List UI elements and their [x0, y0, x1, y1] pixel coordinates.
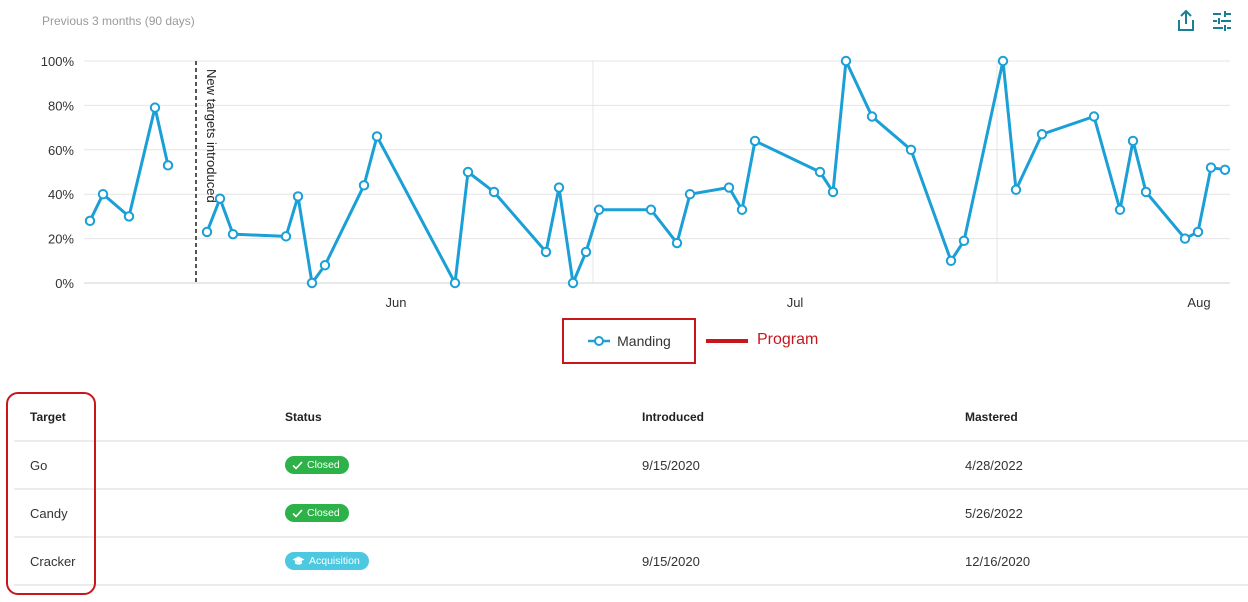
share-button[interactable]: [1174, 8, 1198, 34]
header-status[interactable]: Status: [285, 410, 322, 424]
table-row[interactable]: Cracker Acquisition 9/15/2020 12/16/2020: [14, 538, 1248, 586]
data-point: [319, 260, 331, 271]
legend-item-manding[interactable]: Manding: [562, 318, 696, 364]
callout-line: [706, 339, 748, 343]
data-point: [945, 255, 957, 266]
data-point: [1010, 184, 1022, 195]
cell-mastered: 4/28/2022: [965, 457, 1023, 473]
data-point: [358, 180, 370, 191]
line-chart: 0% 20% 40% 60% 80% 100% Jun Jul Aug New targets i…: [41, 54, 1231, 310]
y-tick-label: 0%: [55, 276, 74, 291]
check-icon: [292, 508, 303, 518]
x-tick-label: Jul: [787, 295, 804, 310]
data-point: [958, 235, 970, 247]
check-icon: [292, 460, 303, 470]
annotation-label: New targets introduced: [204, 69, 219, 203]
data-point: [97, 189, 109, 200]
cell-introduced: 9/15/2020: [642, 457, 700, 473]
chart-toolbar: [1174, 8, 1234, 34]
cell-mastered: 5/26/2022: [965, 505, 1023, 521]
data-point: [488, 186, 500, 198]
data-point: [1127, 135, 1139, 147]
data-point: [671, 237, 683, 249]
data-point: [593, 204, 605, 215]
data-point: [449, 277, 461, 289]
status-badge: Closed: [285, 456, 349, 474]
graduation-cap-icon: [292, 556, 305, 565]
data-point: [1179, 233, 1191, 244]
cell-mastered: 12/16/2020: [965, 553, 1031, 569]
table-row[interactable]: Candy Closed 5/26/2022: [14, 490, 1248, 538]
status-label: Acquisition: [309, 555, 360, 567]
data-point: [997, 55, 1009, 67]
sliders-icon: [1213, 11, 1231, 31]
data-point: [1192, 226, 1204, 238]
status-badge: Closed: [285, 504, 349, 522]
x-tick-label: Jun: [386, 295, 407, 310]
data-point: [553, 182, 565, 193]
data-point: [162, 160, 174, 171]
status-label: Closed: [307, 459, 340, 471]
data-point: [1140, 186, 1152, 198]
cell-introduced: 9/15/2020: [642, 553, 700, 569]
data-point: [292, 191, 304, 202]
y-tick-label: 20%: [48, 232, 74, 247]
cell-target: Cracker: [30, 553, 76, 569]
series-line-manding: [205, 59, 1226, 285]
data-point: [866, 111, 878, 122]
table-row[interactable]: Go Closed 9/15/2020 4/28/2022: [14, 442, 1248, 490]
cell-target: Go: [30, 457, 48, 473]
x-tick-label: Aug: [1187, 295, 1210, 310]
targets-table: Target Status Introduced Mastered Go Clo…: [14, 394, 1248, 586]
legend-line-marker-icon: [588, 336, 611, 346]
legend-label: Manding: [617, 333, 671, 349]
y-tick-label: 80%: [48, 98, 74, 113]
status-label: Closed: [307, 507, 340, 519]
data-point: [1088, 111, 1100, 122]
data-point: [1205, 162, 1217, 173]
status-badge: Acquisition: [285, 552, 369, 570]
callout-label: Program: [757, 331, 819, 348]
data-point: [149, 102, 161, 113]
data-point: [814, 166, 826, 178]
data-point: [645, 204, 657, 215]
data-point: [214, 193, 226, 204]
data-point: [201, 226, 213, 238]
filter-settings-button[interactable]: [1210, 8, 1234, 34]
y-tick-label: 100%: [41, 54, 75, 69]
header-target[interactable]: Target: [30, 410, 66, 424]
data-point: [684, 189, 696, 200]
data-point: [371, 131, 383, 142]
data-point: [84, 215, 96, 227]
data-point: [827, 186, 839, 198]
cell-target: Candy: [30, 505, 68, 521]
data-point: [1219, 164, 1231, 175]
series-line-manding: [88, 106, 170, 222]
share-icon: [1178, 9, 1194, 31]
header-mastered[interactable]: Mastered: [965, 410, 1018, 424]
data-point: [1036, 129, 1048, 140]
data-point: [723, 182, 735, 193]
data-point: [280, 231, 292, 242]
header-introduced[interactable]: Introduced: [642, 410, 704, 424]
data-point: [567, 277, 579, 289]
data-point: [749, 135, 761, 147]
data-point: [580, 246, 592, 258]
data-point: [905, 144, 917, 156]
data-point: [123, 211, 135, 222]
data-point: [736, 204, 748, 215]
data-point: [1114, 204, 1126, 215]
data-point: [306, 277, 318, 289]
data-point: [840, 55, 852, 67]
chart-subtitle: Previous 3 months (90 days): [42, 14, 195, 28]
data-point: [540, 246, 552, 258]
table-header-row: Target Status Introduced Mastered: [14, 394, 1248, 442]
y-tick-label: 60%: [48, 143, 74, 158]
data-point: [462, 166, 474, 178]
data-point: [227, 228, 239, 240]
y-tick-label: 40%: [48, 187, 74, 202]
